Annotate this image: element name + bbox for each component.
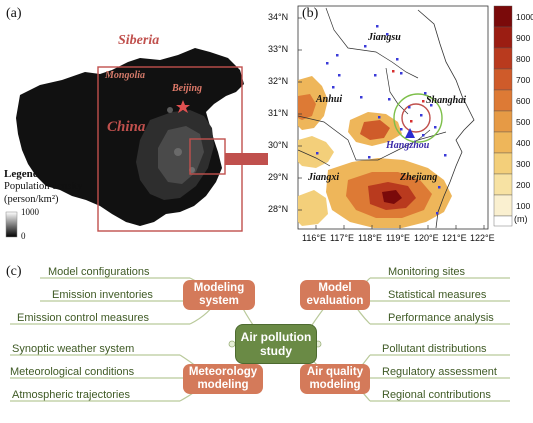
hangzhou-label: Hangzhou bbox=[386, 140, 430, 151]
colorbar-swatch bbox=[493, 173, 513, 196]
lat-label: 29°N bbox=[268, 172, 289, 182]
terrain-zhejiang-peak bbox=[382, 190, 402, 204]
zhejiang-label: Zhejiang bbox=[400, 172, 438, 183]
colorbar-tick: 1000 bbox=[516, 12, 533, 22]
center-node-air-pollution-study: Air pollution study bbox=[235, 324, 317, 364]
leaf-emission-inventories: Emission inventories bbox=[52, 289, 153, 301]
legend-subtitle: Population density bbox=[4, 181, 83, 192]
panel-a-label: (a) bbox=[6, 6, 22, 21]
outer-domain-box bbox=[97, 66, 243, 232]
leaf-model-configurations: Model configurations bbox=[48, 266, 150, 278]
node-meteorology-modeling: Meteorology modeling bbox=[183, 364, 263, 394]
siberia-label: Siberia bbox=[118, 33, 160, 48]
panel-c-mindmap: (c) Air pollution study Modeling system … bbox=[0, 258, 533, 423]
legend-min: 0 bbox=[21, 231, 26, 241]
lat-label: 33°N bbox=[268, 44, 289, 54]
lon-label: 117°E bbox=[330, 233, 354, 243]
colorbar-tick: 400 bbox=[516, 138, 531, 148]
beijing-label: Beijing bbox=[172, 83, 203, 94]
leaf-emission-control-measures: Emission control measures bbox=[17, 312, 150, 324]
colorbar-unit: (m) bbox=[514, 214, 528, 224]
terrain-map bbox=[297, 5, 513, 230]
colorbar-swatch bbox=[493, 47, 513, 70]
monitoring-sites bbox=[316, 25, 447, 215]
hangzhou-marker-icon bbox=[405, 128, 415, 138]
population-density-map bbox=[5, 48, 268, 238]
colorbar-swatch bbox=[493, 89, 513, 112]
leaf-monitoring-sites: Monitoring sites bbox=[388, 266, 466, 278]
jiangxi-label: Jiangxi bbox=[308, 172, 340, 183]
highlight-sites bbox=[392, 70, 425, 123]
legend-max: 1000 bbox=[21, 207, 39, 217]
colorbar-swatch bbox=[493, 110, 513, 133]
lon-label: 119°E bbox=[386, 233, 410, 243]
jiangsu-label: Jiangsu bbox=[368, 32, 401, 43]
coastline bbox=[417, 9, 475, 229]
colorbar bbox=[493, 5, 513, 227]
china-label: China bbox=[107, 119, 146, 135]
colorbar-swatch bbox=[493, 26, 513, 49]
lat-label: 31°N bbox=[268, 108, 289, 118]
leaf-synoptic-weather-system: Synoptic weather system bbox=[12, 343, 135, 355]
colorbar-swatch bbox=[493, 5, 513, 28]
leaf-performance-analysis: Performance analysis bbox=[388, 312, 494, 324]
colorbar-tick: 300 bbox=[516, 159, 531, 169]
lat-label: 30°N bbox=[268, 140, 289, 150]
anhui-label: Anhui bbox=[316, 94, 343, 105]
panel-c-label: (c) bbox=[6, 264, 22, 279]
leaf-meteorological-conditions: Meteorological conditions bbox=[10, 366, 135, 378]
leaf-statistical-measures: Statistical measures bbox=[388, 289, 487, 301]
panel-b-terrain-map: (b) Jiangsu Anhui Shanghai Hangzhou Jian… bbox=[268, 0, 533, 258]
mongolia-label: Mongolia bbox=[105, 70, 146, 81]
colorbar-tick: 800 bbox=[516, 54, 531, 64]
panel-b-label: (b) bbox=[302, 6, 319, 21]
dense-spot bbox=[167, 107, 173, 113]
inner-region-circle bbox=[401, 103, 431, 133]
lon-label: 118°E bbox=[358, 233, 382, 243]
node-modeling-system: Modeling system bbox=[183, 280, 255, 310]
leaf-atmospheric-trajectories: Atmospheric trajectories bbox=[12, 389, 130, 401]
colorbar-swatch bbox=[493, 152, 513, 175]
leaf-regulatory-assessment: Regulatory assessment bbox=[382, 366, 497, 378]
colorbar-tick: 100 bbox=[516, 201, 531, 211]
colorbar-tick: 200 bbox=[516, 180, 531, 190]
legend-unit: (person/km²) bbox=[4, 194, 59, 205]
colorbar-tick: 600 bbox=[516, 96, 531, 106]
panel-a-population-map: (a) Siberia Mongolia Beijing China Legen… bbox=[0, 0, 268, 250]
colorbar-swatch bbox=[493, 194, 513, 217]
leaf-pollutant-distributions: Pollutant distributions bbox=[382, 343, 487, 355]
lon-label: 116°E bbox=[302, 233, 326, 243]
node-model-evaluation: Model evaluation bbox=[300, 280, 370, 310]
colorbar-swatch bbox=[493, 68, 513, 91]
terrain-anhui-core bbox=[298, 94, 316, 120]
legend-title: Legend bbox=[4, 168, 39, 180]
colorbar-swatch bbox=[493, 131, 513, 154]
colorbar-tick: 500 bbox=[516, 117, 531, 127]
terrain-center-core bbox=[360, 120, 390, 140]
colorbar-tick: 900 bbox=[516, 33, 531, 43]
outer-region-circle bbox=[393, 93, 443, 143]
terrain-south bbox=[298, 190, 328, 226]
lat-label: 32°N bbox=[268, 76, 289, 86]
shanghai-label: Shanghai bbox=[426, 95, 467, 106]
arrow-to-panel-b bbox=[225, 153, 268, 165]
legend-gradient bbox=[5, 211, 18, 238]
axis-ticks bbox=[298, 17, 485, 229]
dense-spot bbox=[174, 148, 182, 156]
colorbar-tick: 700 bbox=[516, 75, 531, 85]
lat-label: 28°N bbox=[268, 204, 289, 214]
lon-label: 121°E bbox=[442, 233, 467, 243]
lat-label: 34°N bbox=[268, 12, 289, 22]
province-boundaries bbox=[297, 7, 447, 167]
leaf-regional-contributions: Regional contributions bbox=[382, 389, 491, 401]
lon-label: 122°E bbox=[470, 233, 495, 243]
beijing-star-icon bbox=[176, 100, 190, 113]
colorbar-swatch bbox=[493, 215, 513, 227]
node-air-quality-modeling: Air quality modeling bbox=[300, 364, 370, 394]
lon-label: 120°E bbox=[414, 233, 439, 243]
